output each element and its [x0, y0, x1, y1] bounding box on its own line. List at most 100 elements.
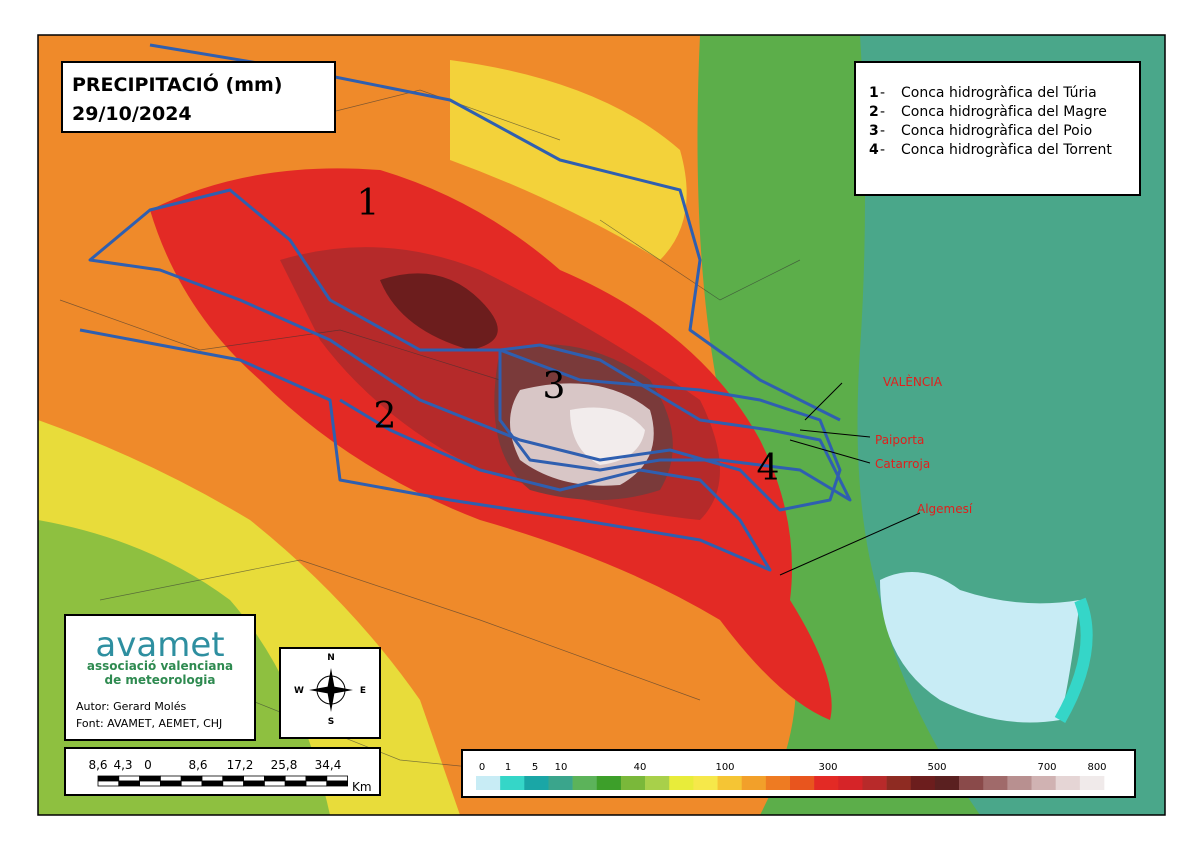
color-swatch	[1055, 776, 1081, 790]
compass-letter: E	[360, 686, 366, 696]
color-swatch	[959, 776, 984, 790]
scale-segment	[263, 775, 286, 782]
scale-segment	[243, 775, 265, 782]
color-legend-label: 800	[1087, 762, 1106, 773]
color-legend-label: 300	[818, 762, 837, 773]
basin-number: 3	[869, 123, 879, 139]
color-legend-label: 700	[1037, 762, 1056, 773]
scale-unit: Km	[352, 780, 372, 794]
map-basin-number: 4	[757, 448, 780, 489]
town-label: VALÈNCIA	[883, 374, 943, 389]
town-labels: VALÈNCIA Paiporta Catarroja Algemesí	[875, 374, 973, 516]
logo-box	[64, 614, 256, 741]
scale-segment	[180, 775, 203, 782]
logo-subtitle: de meteorologia	[105, 673, 216, 687]
basin-label: Conca hidrogràfica del Poio	[901, 123, 1092, 139]
map-basin-number: 2	[374, 396, 397, 437]
scale-segment	[139, 780, 161, 787]
color-swatch	[596, 776, 622, 790]
color-swatch	[500, 776, 525, 790]
color-swatch	[1031, 776, 1056, 790]
compass-letter: W	[294, 686, 304, 696]
color-legend-label: 5	[532, 762, 538, 773]
color-swatch	[983, 776, 1008, 790]
color-swatch	[524, 776, 549, 790]
map-frame	[37, 34, 1166, 816]
scale-segment	[326, 780, 348, 787]
color-swatch	[669, 776, 694, 790]
scale-segment	[201, 775, 224, 782]
color-legend: 0 1 5 10 40 100 300 500 700 800	[476, 762, 1107, 790]
scale-segment	[97, 780, 120, 787]
basin-label: Conca hidrogràfica del Magre	[901, 104, 1107, 120]
compass-letter: S	[328, 717, 334, 727]
color-legend-label: 0	[479, 762, 485, 773]
scale-segment	[263, 780, 286, 787]
compass-letter: N	[327, 653, 335, 663]
scale-segment	[326, 775, 348, 782]
basin-label: Conca hidrogràfica del Torrent	[901, 142, 1112, 158]
basin-outline	[498, 343, 852, 502]
scale-label: 25,8	[271, 758, 298, 772]
color-swatch	[620, 776, 646, 790]
scale-bar: 8,6 4,3 0 8,6 17,2 25,8 34,4 Km	[88, 758, 371, 794]
scale-segment	[284, 780, 307, 787]
basin-dash: -	[880, 104, 885, 120]
color-swatch	[645, 776, 670, 790]
scale-segment	[97, 775, 120, 782]
color-swatch	[1007, 776, 1032, 790]
map-numbers: 1 2 3 4	[357, 183, 780, 489]
compass-rose	[309, 668, 353, 712]
basin-label: Conca hidrogràfica del Túria	[901, 85, 1097, 101]
basin-dash: -	[880, 142, 885, 158]
basin-outline	[79, 328, 772, 572]
logo: avamet	[95, 625, 224, 665]
compass-letters: N E S W	[294, 653, 366, 727]
color-swatch	[886, 776, 912, 790]
scale-label: 8,6	[88, 758, 107, 772]
color-legend-label: 100	[715, 762, 734, 773]
scale-segment	[305, 780, 328, 787]
leader-line	[779, 382, 921, 576]
scale-label: 8,6	[188, 758, 207, 772]
scale-label: 4,3	[113, 758, 132, 772]
color-swatch	[838, 776, 863, 790]
scale-segment	[305, 775, 328, 782]
basin-dash: -	[880, 123, 885, 139]
color-swatch	[548, 776, 573, 790]
town-label: Catarroja	[875, 457, 930, 471]
color-swatch	[862, 776, 887, 790]
color-legend-label: 10	[555, 762, 568, 773]
basin-number: 1	[869, 85, 879, 101]
basin-dash: -	[880, 85, 885, 101]
logo-subtitle: associació valenciana	[87, 659, 233, 673]
scale-label: 34,4	[315, 758, 342, 772]
scale-segment	[118, 780, 141, 787]
color-swatch	[934, 776, 960, 790]
map-basin-number: 3	[543, 366, 566, 407]
town-label: Algemesí	[917, 502, 973, 516]
color-swatch	[814, 776, 839, 790]
color-swatch	[717, 776, 742, 790]
date: 29/10/2024	[72, 103, 192, 125]
scale-segment	[118, 775, 141, 782]
basin-legend-box	[854, 61, 1141, 196]
scale-segment	[180, 780, 203, 787]
title-box	[61, 61, 336, 133]
scale-segment	[243, 780, 265, 787]
basin-number: 4	[869, 142, 879, 158]
scale-label: 0	[144, 758, 152, 772]
scale-box	[64, 747, 381, 796]
scale-label: 17,2	[227, 758, 254, 772]
basin-outline	[149, 43, 841, 422]
color-swatch	[790, 776, 815, 790]
color-swatch	[476, 776, 501, 790]
scale-segment	[159, 775, 182, 782]
color-swatch	[1079, 776, 1105, 790]
scale-segment	[139, 775, 161, 782]
town-label: Paiporta	[875, 433, 924, 447]
